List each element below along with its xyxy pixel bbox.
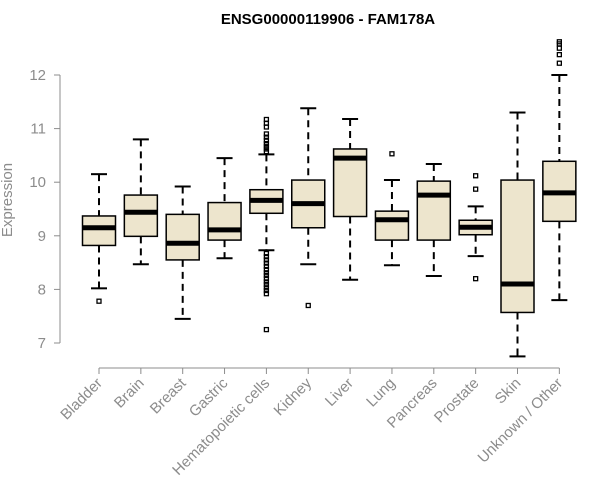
y-tick-label: 12 xyxy=(29,67,46,84)
box-pancreas xyxy=(416,162,452,277)
box-liver xyxy=(332,117,368,281)
outlier-point xyxy=(263,291,270,297)
y-tick-label: 11 xyxy=(30,121,46,138)
box-iqr xyxy=(374,210,410,241)
box-hematopoietic-cells xyxy=(249,116,284,333)
box-prostate xyxy=(458,173,493,282)
outlier-point xyxy=(263,287,270,294)
x-tick-label: Lung xyxy=(363,375,399,411)
outlier-point xyxy=(263,140,270,147)
outlier-point xyxy=(263,254,270,260)
outlier-point xyxy=(263,137,270,144)
outlier-point xyxy=(263,116,270,123)
box-brain xyxy=(123,138,159,266)
outlier-point xyxy=(263,281,270,288)
box-iqr xyxy=(165,213,200,261)
y-tick-label: 9 xyxy=(38,228,46,245)
outlier-point xyxy=(263,263,270,270)
x-tick-label: Bladder xyxy=(57,375,106,424)
outlier-point xyxy=(472,173,479,179)
box-unknown-other xyxy=(542,39,577,302)
outlier-point xyxy=(263,285,270,291)
y-axis-label: Expression xyxy=(0,163,16,237)
box-iqr xyxy=(500,179,535,314)
y-tick-label: 8 xyxy=(38,281,46,298)
chart-title: ENSG00000119906 - FAM178A xyxy=(221,11,435,28)
box-iqr xyxy=(81,215,117,247)
box-kidney xyxy=(291,107,326,309)
outlier-point xyxy=(263,146,270,152)
box-breast xyxy=(165,185,200,320)
x-tick-label: Liver xyxy=(322,375,357,410)
x-tick-label: Skin xyxy=(492,375,525,408)
box-iqr xyxy=(416,180,452,241)
outlier-point xyxy=(389,151,395,157)
outlier-point xyxy=(263,257,270,263)
box-skin xyxy=(500,111,535,358)
outlier-point xyxy=(472,186,479,192)
outlier-point xyxy=(556,45,562,51)
box-series xyxy=(81,39,577,358)
box-gastric xyxy=(207,157,242,260)
outlier-point xyxy=(263,276,270,282)
y-tick-label: 10 xyxy=(29,174,46,191)
outlier-point xyxy=(263,131,270,137)
outlier-point xyxy=(263,272,270,279)
outlier-point xyxy=(263,260,270,266)
box-bladder xyxy=(81,173,117,304)
outlier-point xyxy=(263,279,270,285)
outlier-point xyxy=(556,60,562,66)
outlier-point xyxy=(556,39,562,45)
outlier-point xyxy=(263,270,270,276)
x-tick-label: Prostate xyxy=(431,375,483,427)
box-iqr xyxy=(123,194,159,238)
y-tick-label: 7 xyxy=(38,335,46,352)
outlier-point xyxy=(263,266,270,273)
outlier-point xyxy=(263,148,270,155)
outlier-point xyxy=(305,302,311,309)
outlier-point xyxy=(556,51,562,58)
box-lung xyxy=(374,151,410,267)
x-tick-label: Brain xyxy=(111,375,148,412)
outlier-point xyxy=(263,326,270,333)
outlier-point xyxy=(263,143,270,149)
outlier-point xyxy=(263,134,270,140)
outlier-point xyxy=(472,276,479,282)
x-tick-label: Kidney xyxy=(271,374,316,419)
y-axis: 7 8 9 10 11 12 xyxy=(29,67,61,352)
box-iqr xyxy=(207,201,242,241)
outlier-point xyxy=(96,298,102,304)
outlier-point xyxy=(263,250,270,257)
x-tick-label: Breast xyxy=(147,374,190,417)
